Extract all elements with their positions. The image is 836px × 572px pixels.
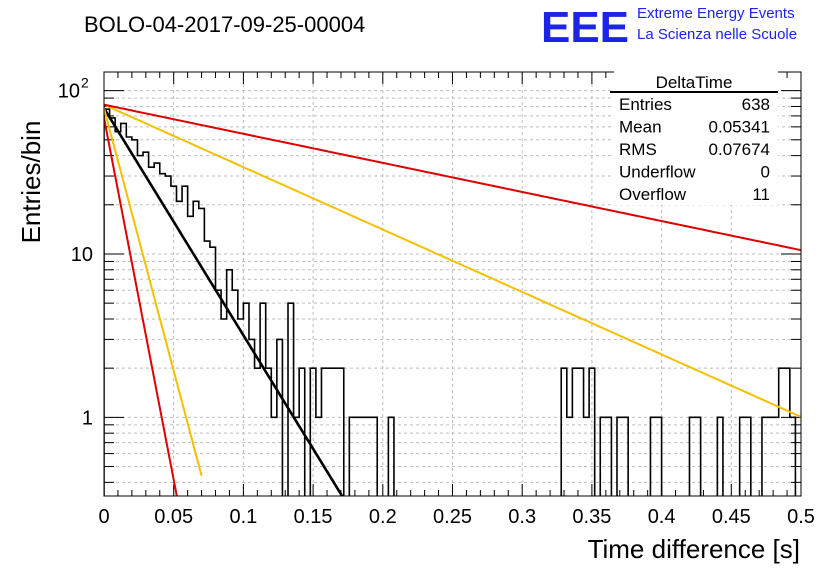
y-tick-label: 1 <box>82 407 93 429</box>
y-axis-title: Entries/bin <box>16 121 46 244</box>
stats-label: RMS <box>619 140 657 159</box>
logo-line-2: La Scienza nelle Scuole <box>637 26 797 43</box>
eee-logo: EEE Extreme Energy Events La Scienza nel… <box>541 3 797 52</box>
curve-red-steep <box>104 117 178 496</box>
x-tick-label: 0.5 <box>787 506 815 528</box>
x-tick-label: 0.1 <box>229 506 257 528</box>
histogram <box>104 108 797 496</box>
x-tick-label: 0.05 <box>154 506 193 528</box>
stats-value: 0.05341 <box>709 118 770 137</box>
curve-yellow-shallow <box>104 103 801 418</box>
stats-value: 11 <box>752 185 770 204</box>
curve-yellow-steep <box>104 107 203 477</box>
stats-value: 638 <box>742 95 770 114</box>
stats-box-background <box>614 71 778 205</box>
x-axis-title: Time difference [s] <box>588 534 800 564</box>
stats-label: Mean <box>619 118 662 137</box>
fit-curves <box>104 103 801 496</box>
histogram-outline <box>104 108 797 496</box>
stats-box: DeltaTime Entries 638 Mean 0.05341 RMS 0.0767… <box>610 71 778 205</box>
stats-label: Overflow <box>619 185 687 204</box>
x-tick-label: 0.4 <box>648 506 676 528</box>
x-tick-label: 0.35 <box>572 506 611 528</box>
stats-label: Underflow <box>619 163 696 182</box>
chart-title: BOLO-04-2017-09-25-00004 <box>84 12 365 37</box>
x-tick-label: 0 <box>98 506 109 528</box>
x-tick-labels: 0 0.05 0.1 0.15 0.2 0.25 0.3 0.35 0.4 0.45 0.5 <box>98 506 814 528</box>
curve-red-shallow <box>104 103 801 252</box>
logo-line-1: Extreme Energy Events <box>637 5 795 22</box>
y-tick-label: 10 <box>71 244 93 266</box>
logo-mark: EEE <box>541 3 629 52</box>
x-tick-label: 0.2 <box>369 506 397 528</box>
x-tick-label: 0.3 <box>508 506 536 528</box>
y-tick-label: 10 <box>58 81 80 103</box>
stats-value: 0.07674 <box>709 140 770 159</box>
x-tick-label: 0.15 <box>294 506 333 528</box>
y-tick-exponent: 2 <box>81 75 89 91</box>
plot-frame <box>103 71 802 497</box>
stats-name: DeltaTime <box>656 73 733 92</box>
stats-label: Entries <box>619 95 672 114</box>
x-tick-label: 0.25 <box>433 506 472 528</box>
stats-value: 0 <box>761 163 770 182</box>
curve-fit <box>104 107 344 496</box>
x-tick-label: 0.45 <box>712 506 751 528</box>
